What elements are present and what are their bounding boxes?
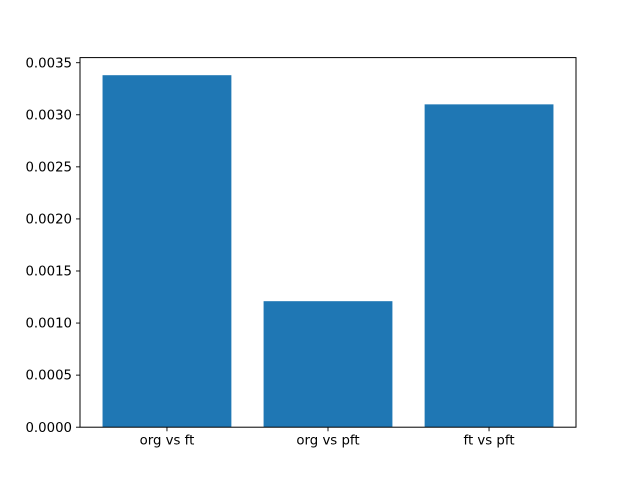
y-tick-label: 0.0005 bbox=[25, 369, 72, 384]
y-tick-label: 0.0015 bbox=[25, 265, 72, 280]
x-tick-label: org vs pft bbox=[296, 434, 359, 449]
bar bbox=[424, 104, 554, 428]
y-tick-label: 0.0000 bbox=[25, 421, 72, 436]
x-tick-label: org vs ft bbox=[140, 434, 195, 449]
bar bbox=[263, 301, 393, 428]
y-tick-label: 0.0020 bbox=[25, 213, 72, 228]
y-tick-label: 0.0030 bbox=[25, 108, 72, 123]
y-tick-label: 0.0010 bbox=[25, 317, 72, 332]
y-tick-label: 0.0025 bbox=[25, 160, 72, 175]
bar bbox=[102, 75, 232, 428]
y-tick-label: 0.0035 bbox=[25, 56, 72, 71]
x-tick-label: ft vs pft bbox=[464, 434, 515, 449]
